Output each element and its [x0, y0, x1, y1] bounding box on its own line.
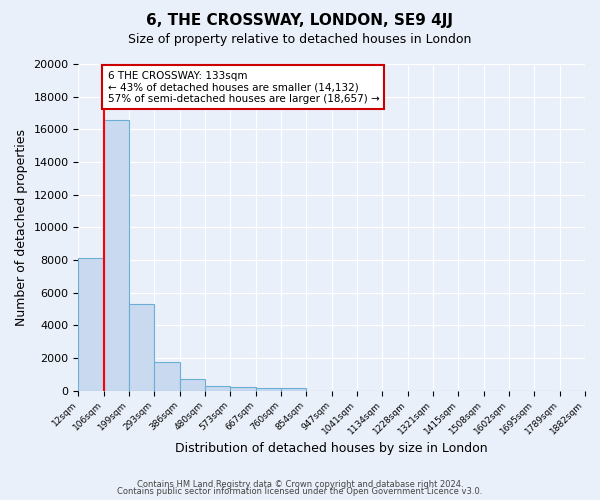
Text: Contains public sector information licensed under the Open Government Licence v3: Contains public sector information licen…	[118, 487, 482, 496]
Bar	[129, 304, 154, 390]
Text: 6, THE CROSSWAY, LONDON, SE9 4JJ: 6, THE CROSSWAY, LONDON, SE9 4JJ	[146, 12, 454, 28]
Y-axis label: Number of detached properties: Number of detached properties	[15, 129, 28, 326]
Bar	[205, 386, 230, 390]
Bar	[154, 362, 180, 390]
Bar	[104, 120, 129, 390]
Bar	[79, 258, 104, 390]
Bar	[180, 379, 205, 390]
Bar	[281, 388, 307, 390]
Text: Size of property relative to detached houses in London: Size of property relative to detached ho…	[128, 32, 472, 46]
Text: 6 THE CROSSWAY: 133sqm
← 43% of detached houses are smaller (14,132)
57% of semi: 6 THE CROSSWAY: 133sqm ← 43% of detached…	[107, 70, 379, 104]
X-axis label: Distribution of detached houses by size in London: Distribution of detached houses by size …	[175, 442, 488, 455]
Bar	[256, 388, 281, 390]
Text: Contains HM Land Registry data © Crown copyright and database right 2024.: Contains HM Land Registry data © Crown c…	[137, 480, 463, 489]
Bar	[230, 388, 256, 390]
